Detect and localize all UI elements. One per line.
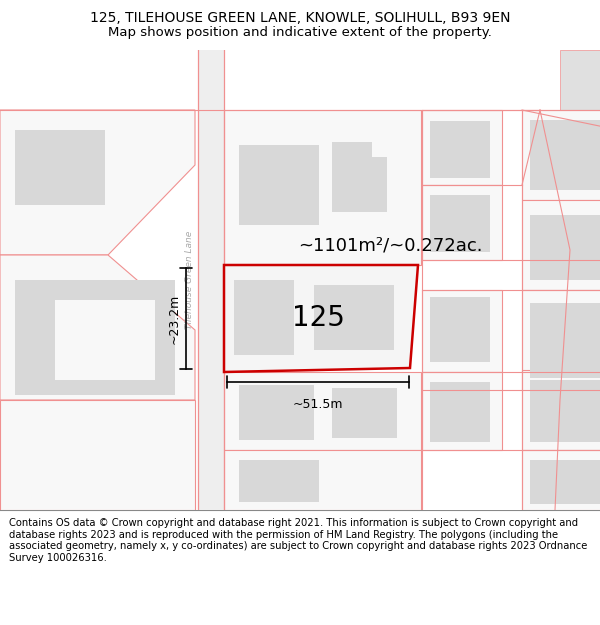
Bar (239, 385, 314, 440)
Text: Tilehouse Green Lane: Tilehouse Green Lane (185, 231, 194, 329)
Bar (522, 110, 600, 200)
Bar (224, 110, 421, 265)
Text: 125, TILEHOUSE GREEN LANE, KNOWLE, SOLIHULL, B93 9EN: 125, TILEHOUSE GREEN LANE, KNOWLE, SOLIH… (90, 11, 510, 25)
Bar (0, 400, 195, 510)
Text: ~51.5m: ~51.5m (293, 398, 343, 411)
Bar (422, 185, 502, 260)
Text: ~1101m²/~0.272ac.: ~1101m²/~0.272ac. (298, 236, 482, 254)
Bar (332, 142, 372, 170)
Bar (314, 285, 394, 350)
Bar (332, 388, 397, 438)
Bar (430, 297, 490, 362)
Bar (422, 290, 502, 372)
Bar (530, 380, 600, 442)
Bar (530, 120, 600, 190)
Polygon shape (224, 265, 418, 372)
Bar (224, 372, 421, 450)
Text: ~23.2m: ~23.2m (168, 293, 181, 344)
Bar (430, 121, 490, 178)
Bar (522, 290, 600, 390)
Bar (530, 215, 600, 280)
Bar (430, 195, 490, 252)
Bar (560, 50, 600, 510)
Bar (234, 280, 294, 355)
Bar (522, 200, 600, 290)
Bar (422, 372, 502, 450)
Bar (422, 110, 502, 185)
Bar (522, 370, 600, 450)
Text: Map shows position and indicative extent of the property.: Map shows position and indicative extent… (108, 26, 492, 39)
Bar (239, 460, 319, 502)
Bar (55, 300, 155, 380)
Bar (239, 145, 319, 225)
Bar (522, 450, 600, 510)
Bar (530, 460, 600, 504)
Text: Contains OS data © Crown copyright and database right 2021. This information is : Contains OS data © Crown copyright and d… (9, 518, 587, 563)
Bar (332, 157, 387, 212)
Bar (224, 450, 421, 510)
Polygon shape (0, 255, 195, 400)
Polygon shape (0, 110, 195, 255)
Bar (530, 303, 600, 378)
Bar (430, 382, 490, 442)
Text: 125: 125 (292, 304, 344, 332)
Bar (15, 130, 105, 205)
Bar (15, 280, 175, 395)
Bar (198, 50, 224, 510)
